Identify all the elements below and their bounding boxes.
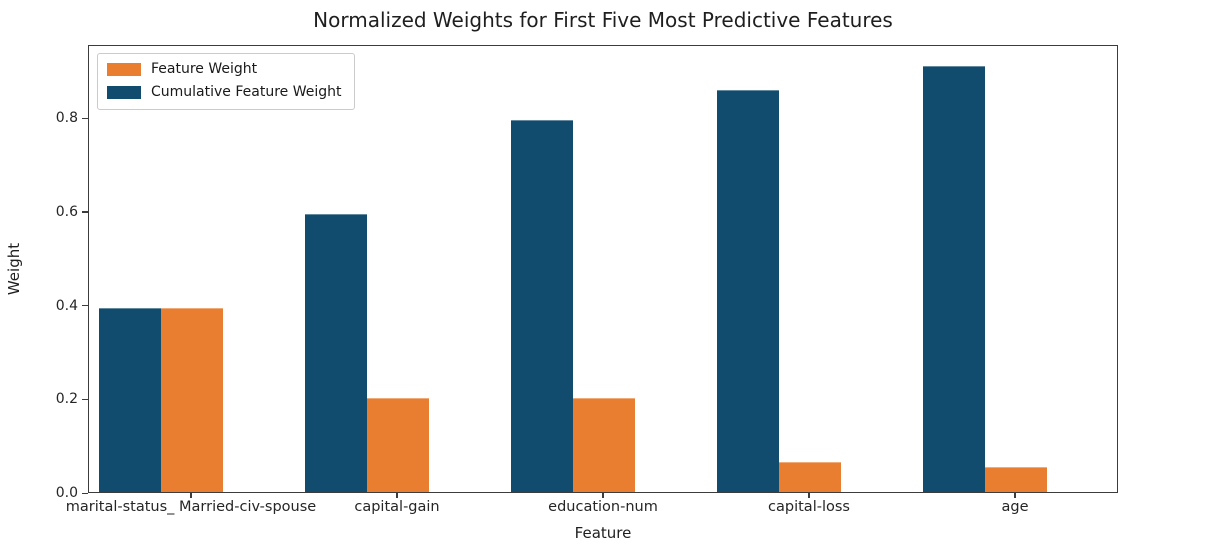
y-tick-mark <box>82 398 88 401</box>
legend-label: Feature Weight <box>151 61 258 77</box>
x-axis-label: Feature <box>574 524 632 542</box>
x-tick-label-marital-status-married-civ-spouse: marital-status_ Married-civ-spouse <box>65 499 317 515</box>
x-tick-mark <box>808 493 810 498</box>
y-tick-label: 0.8 <box>55 110 78 127</box>
x-tick-mark <box>396 493 398 498</box>
legend-label: Cumulative Feature Weight <box>151 84 342 100</box>
legend-swatch-icon <box>107 86 141 99</box>
bar-feature-weight-capital-loss <box>779 462 841 492</box>
bars-layer <box>89 46 1117 492</box>
x-tick-mark <box>602 493 604 498</box>
chart-title: Normalized Weights for First Five Most P… <box>313 8 893 32</box>
x-tick-label-age: age <box>1001 499 1029 515</box>
legend: Feature Weight Cumulative Feature Weight <box>97 53 356 110</box>
legend-swatch-icon <box>107 63 141 76</box>
y-tick-label: 0.4 <box>55 297 78 314</box>
y-tick-label: 0.0 <box>55 485 78 501</box>
y-axis-label: Weight <box>5 242 23 296</box>
bar-cumulative-feature-weight-marital-status-married-civ-spouse <box>99 307 161 492</box>
y-tick-label: 0.2 <box>55 391 78 408</box>
plot-area: Feature Weight Cumulative Feature Weight <box>88 45 1118 493</box>
bar-feature-weight-capital-gain <box>367 398 429 492</box>
y-tick-mark <box>82 117 88 119</box>
bar-feature-weight-marital-status-married-civ-spouse <box>161 307 223 492</box>
bar-cumulative-feature-weight-capital-gain <box>305 214 367 492</box>
x-tick-mark <box>1014 493 1016 498</box>
x-tick-label-education-num: education-num <box>548 499 658 515</box>
bar-cumulative-feature-weight-education-num <box>511 120 573 492</box>
x-tick-label-capital-gain: capital-gain <box>354 499 440 515</box>
y-tick-mark <box>82 305 88 307</box>
x-tick-mark <box>190 493 192 498</box>
x-tick-label-capital-loss: capital-loss <box>768 499 850 515</box>
bar-feature-weight-education-num <box>573 398 635 492</box>
legend-entry-cumulative-feature-weight: Cumulative Feature Weight <box>107 84 341 101</box>
legend-entry-feature-weight: Feature Weight <box>107 61 341 78</box>
y-tick-label: 0.6 <box>55 203 78 220</box>
bar-cumulative-feature-weight-age <box>923 65 985 492</box>
y-tick-mark <box>82 211 88 213</box>
bar-cumulative-feature-weight-capital-loss <box>717 90 779 492</box>
y-tick-mark <box>82 492 88 494</box>
bar-feature-weight-age <box>985 467 1047 492</box>
